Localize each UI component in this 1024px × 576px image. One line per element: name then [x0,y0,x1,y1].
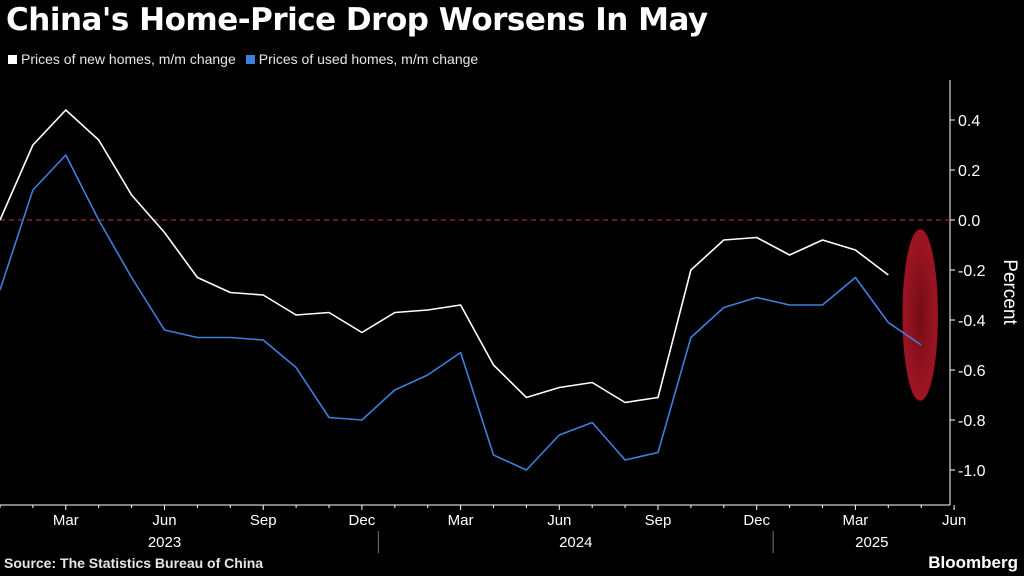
series-line-new-homes [0,109,889,404]
legend-label-new-homes: Prices of new homes, m/m change [21,51,236,67]
y-tick-label: -1.0 [958,463,986,480]
x-tick-label: Dec [349,512,376,529]
x-tick-label: Mar [842,512,868,529]
y-tick-label: 0.2 [958,163,980,180]
y-tick-label: -0.8 [958,413,986,430]
x-year-label: 2023 [148,534,181,551]
legend-swatch-new-homes [8,54,17,64]
x-tick-label: Sep [250,512,277,529]
series-line-used-homes [0,154,922,471]
y-tick-label: 0.4 [958,113,980,130]
x-tick-label: Mar [53,512,79,529]
x-tick-label: Jun [942,512,966,529]
legend-item-used-homes: Prices of used homes, m/m change [245,51,479,67]
x-tick-label: Jun [152,512,176,529]
x-tick-label: Dec [743,512,770,529]
y-tick-label: -0.2 [958,263,986,280]
x-tick-label: Sep [645,512,672,529]
legend-label-used-homes: Prices of used homes, m/m change [258,51,479,67]
x-tick-label: Mar [448,512,474,529]
x-year-label: 2025 [855,534,888,551]
chart-title: China's Home-Price Drop Worsens In May [6,2,708,38]
y-tick-label: -0.6 [958,363,986,380]
x-tick-label: Jun [547,512,571,529]
source-note: Source: The Statistics Bureau of China [4,555,264,571]
highlight-ellipse [902,229,938,401]
legend-item-new-homes: Prices of new homes, m/m change [8,51,236,67]
legend-swatch-used-homes [245,54,255,64]
y-tick-label: 0.0 [958,213,980,230]
y-tick-label: -0.4 [958,313,986,330]
x-year-label: 2024 [559,534,592,551]
legend: Prices of new homes, m/m change Prices o… [8,51,478,67]
y-axis-title: Percent [999,259,1020,325]
bloomberg-logo: Bloomberg [928,553,1018,572]
